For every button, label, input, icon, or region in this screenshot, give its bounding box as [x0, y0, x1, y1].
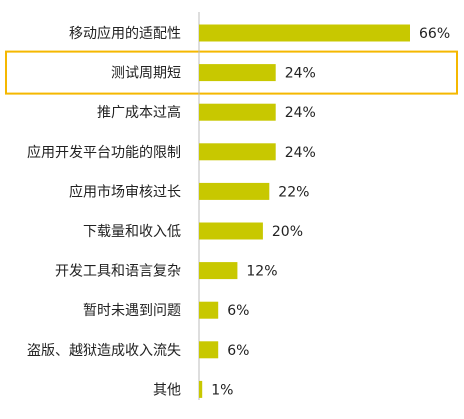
bar	[199, 143, 276, 161]
category-label: 应用开发平台功能的限制	[27, 144, 181, 161]
value-label: 66%	[419, 26, 450, 42]
category-label: 盗版、越狱造成收入流失	[27, 343, 181, 359]
highlight-box	[5, 50, 458, 95]
bar	[199, 182, 270, 200]
bar	[199, 380, 203, 398]
bar	[199, 64, 276, 82]
bar	[199, 24, 410, 42]
bar	[199, 103, 276, 121]
bar	[199, 301, 219, 319]
category-labels-group: 移动应用的适配性测试周期短推广成本过高应用开发平台功能的限制应用市场审核过长下载…	[27, 25, 181, 398]
category-label: 其他	[153, 382, 181, 398]
category-label: 测试周期短	[111, 66, 181, 82]
value-label: 22%	[278, 184, 309, 200]
value-labels-group: 66% 24% 24% 24% 22% 20% 12% 6% 6% 1%	[211, 26, 450, 398]
value-label: 24%	[285, 105, 316, 121]
category-label: 暂时未遇到问题	[83, 303, 181, 319]
value-label: 6%	[227, 303, 249, 319]
bar	[199, 341, 219, 359]
category-label: 移动应用的适配性	[69, 25, 181, 42]
category-label: 应用市场审核过长	[69, 183, 181, 200]
category-label: 下载量和收入低	[83, 224, 181, 240]
category-label: 开发工具和语言复杂	[55, 263, 181, 280]
bar	[199, 222, 263, 240]
bars-group	[199, 24, 410, 398]
category-label: 推广成本过高	[97, 104, 181, 121]
value-label: 12%	[246, 264, 277, 280]
bar	[199, 262, 238, 280]
value-label: 24%	[285, 66, 316, 82]
value-label: 20%	[272, 224, 303, 240]
value-label: 1%	[211, 382, 233, 398]
value-label: 24%	[285, 145, 316, 161]
value-label: 6%	[227, 343, 249, 359]
